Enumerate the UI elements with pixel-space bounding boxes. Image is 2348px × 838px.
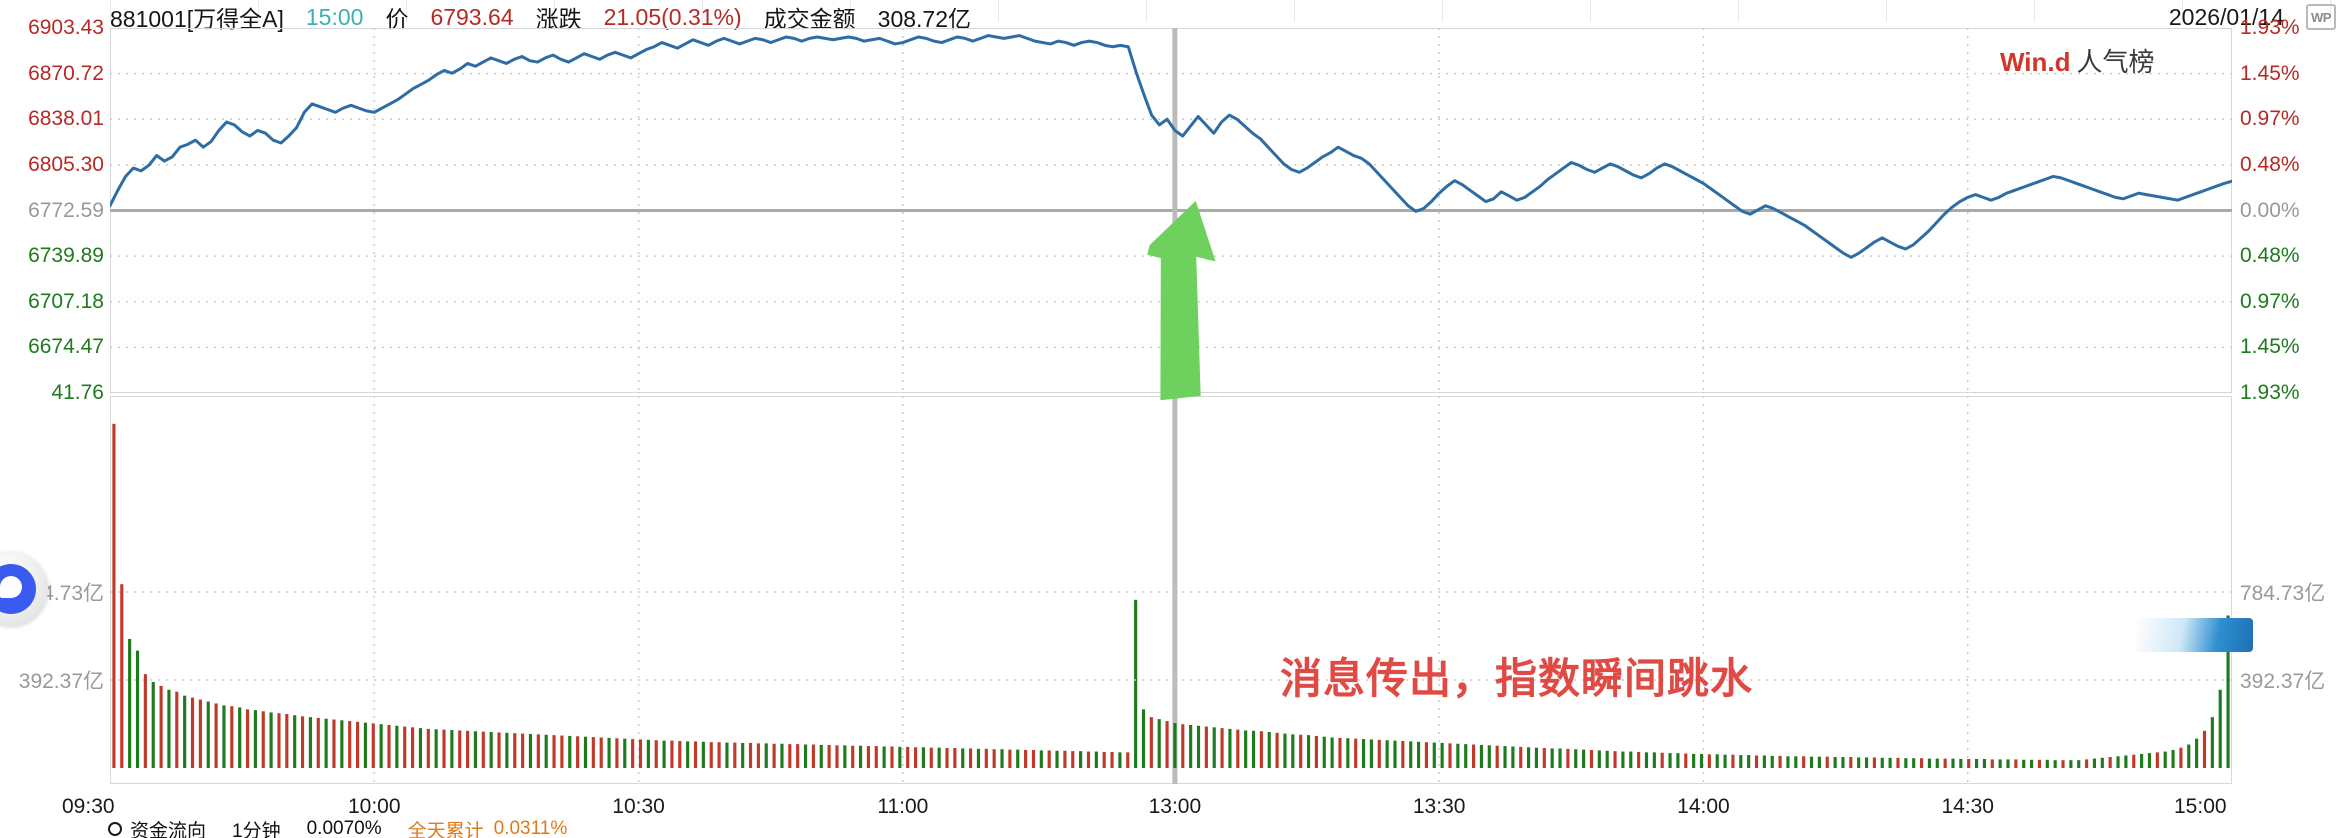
trade-date: 2026/01/14 bbox=[2168, 3, 2284, 30]
price-axis-right-tick: 1.93% bbox=[2240, 16, 2300, 39]
fund-flow-status-bar: 资金流向 1分钟 0.0070% 全天累计 0.0311% bbox=[0, 820, 2348, 838]
price-axis-right-tick: 0.48% bbox=[2240, 244, 2300, 268]
volume-axis-left-tick: 392.37亿 bbox=[18, 670, 104, 693]
price-axis-right-tick: 0.48% bbox=[2240, 152, 2300, 176]
fund-flow-total-label: 全天累计 bbox=[407, 820, 484, 838]
time-axis-tick: 13:00 bbox=[1148, 795, 1202, 818]
price-label: 价 bbox=[385, 6, 409, 32]
event-annotation-text: 消息传出，指数瞬间跳水 bbox=[1280, 655, 1754, 702]
price-axis-right-tick: 0.97% bbox=[2240, 107, 2300, 131]
fund-flow-period: 1分钟 bbox=[232, 820, 281, 838]
price-axis-right-tick: 0.00% bbox=[2240, 198, 2300, 222]
status-dot-icon bbox=[108, 822, 122, 836]
wps-badge-icon[interactable]: WP bbox=[2306, 4, 2336, 30]
price-axis-right-tick: 1.45% bbox=[2240, 61, 2300, 85]
time-axis-tick: 10:30 bbox=[612, 795, 665, 818]
time-axis-tick: 14:30 bbox=[1941, 795, 1994, 818]
time-axis-tick: 09:30 bbox=[62, 795, 115, 818]
fund-flow-label: 资金流向 bbox=[130, 820, 207, 838]
price-axis-left-tick: 6707.18 bbox=[28, 289, 104, 313]
time-axis-tick: 13:30 bbox=[1412, 795, 1466, 818]
price-axis-right-tick: 1.93% bbox=[2240, 381, 2300, 404]
change-value: 21.05(0.31%) bbox=[603, 3, 742, 30]
volume-axis-right-tick: 784.73亿 bbox=[2240, 582, 2326, 605]
price-axis-right-tick: 1.45% bbox=[2240, 335, 2300, 359]
price-axis-left-tick: 6739.89 bbox=[28, 244, 104, 268]
price-axis-left-tick: 6838.01 bbox=[28, 107, 104, 131]
turnover-label: 成交金额 bbox=[763, 6, 856, 32]
drop-arrow-annotation-icon bbox=[1147, 200, 1216, 401]
turnover-value: 308.72亿 bbox=[877, 6, 972, 32]
fund-flow-total-value: 0.0311% bbox=[493, 820, 568, 838]
fund-flow-period-value: 0.0070% bbox=[306, 820, 382, 838]
gradient-action-button[interactable] bbox=[2135, 618, 2253, 652]
quote-time: 15:00 bbox=[305, 3, 364, 30]
background-column-guides bbox=[0, 0, 2348, 22]
price-axis-left-tick: 6870.72 bbox=[28, 61, 104, 85]
price-axis-left-tick: 6674.47 bbox=[28, 335, 104, 359]
price-axis-left-tick: 6772.59 bbox=[28, 198, 104, 222]
price-axis-right-tick: 0.97% bbox=[2240, 289, 2300, 313]
time-axis-tick: 11:00 bbox=[877, 795, 929, 818]
price-axis-left-tick: 6805.30 bbox=[28, 152, 104, 176]
volume-axis-right-tick: 392.37亿 bbox=[2240, 670, 2326, 693]
wind-logo-subtitle: 人气榜 bbox=[2076, 47, 2155, 77]
price-axis-left-tick: 41.76 bbox=[51, 381, 104, 404]
last-price-value: 6793.64 bbox=[430, 3, 514, 30]
time-axis-tick: 15:00 bbox=[2174, 795, 2227, 818]
price-axis-left-tick: 6903.43 bbox=[28, 16, 104, 39]
volume-chart-canvas[interactable] bbox=[110, 396, 2232, 784]
quote-header: 881001[万得全A] 15:00 价 6793.64 涨跌 21.05(0.… bbox=[0, 0, 2348, 34]
time-axis-tick: 14:00 bbox=[1677, 795, 1730, 818]
chat-bubble-icon[interactable] bbox=[0, 552, 48, 626]
wind-popularity-logo: Win.d 人气榜 bbox=[2000, 42, 2155, 79]
price-chart-canvas[interactable] bbox=[110, 28, 2232, 393]
time-axis-tick: 10:00 bbox=[347, 795, 401, 818]
wind-logo-mark: Win.d bbox=[2000, 47, 2071, 77]
